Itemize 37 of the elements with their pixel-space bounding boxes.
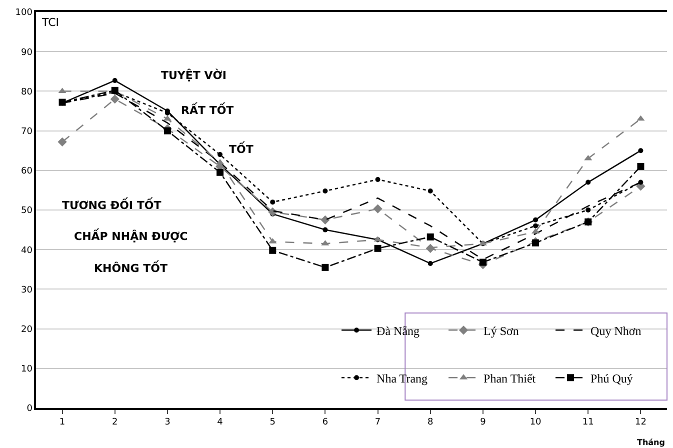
legend-label: Phan Thiết bbox=[484, 371, 536, 386]
legend-label: Đà Nẵng bbox=[376, 324, 420, 338]
annotation: TUYỆT VỜI bbox=[161, 68, 226, 82]
x-tick-label: 1 bbox=[59, 418, 66, 428]
annotation: TƯƠNG ĐỐI TỐT bbox=[62, 197, 162, 212]
legend-label: Quy Nhơn bbox=[590, 324, 642, 338]
legend-label: Lý Sơn bbox=[484, 324, 519, 338]
x-tick-label: 12 bbox=[634, 418, 646, 428]
y-tick-label: 30 bbox=[20, 285, 33, 296]
x-axis-title: Tháng bbox=[637, 438, 666, 447]
y-tick-label: 100 bbox=[15, 8, 33, 18]
x-tick-label: 11 bbox=[582, 418, 594, 428]
annotation: TỐT bbox=[229, 141, 254, 156]
legend-label: Phú Quý bbox=[590, 371, 633, 386]
y-tick-label: 0 bbox=[26, 404, 33, 414]
x-tick-label: 3 bbox=[164, 418, 170, 428]
x-tick-label: 10 bbox=[530, 418, 542, 428]
y-tick-label: 10 bbox=[20, 364, 33, 375]
y-tick-label: 20 bbox=[20, 324, 33, 335]
x-tick-label: 5 bbox=[270, 418, 276, 428]
x-tick-label: 4 bbox=[217, 418, 224, 428]
y-tick-label: 40 bbox=[20, 246, 33, 256]
legend-label: Nha Trang bbox=[376, 371, 428, 386]
y-tick-label: 70 bbox=[20, 126, 33, 137]
y-tick-label: 50 bbox=[20, 206, 33, 216]
x-tick-label: 6 bbox=[322, 418, 328, 428]
y-tick-label: 80 bbox=[20, 87, 33, 98]
x-tick-label: 2 bbox=[112, 418, 118, 428]
annotation: KHÔNG TỐT bbox=[94, 260, 168, 275]
y-tick-label: 60 bbox=[20, 166, 33, 177]
y-tick-label: 90 bbox=[20, 48, 33, 58]
annotation: RẤT TỐT bbox=[181, 102, 234, 117]
y-axis-title: TCI bbox=[41, 16, 59, 29]
annotation: CHẤP NHẬN ĐƯỢC bbox=[74, 228, 188, 243]
x-tick-label: 9 bbox=[480, 418, 486, 428]
x-tick-label: 8 bbox=[428, 418, 434, 428]
x-tick-label: 7 bbox=[374, 418, 381, 428]
